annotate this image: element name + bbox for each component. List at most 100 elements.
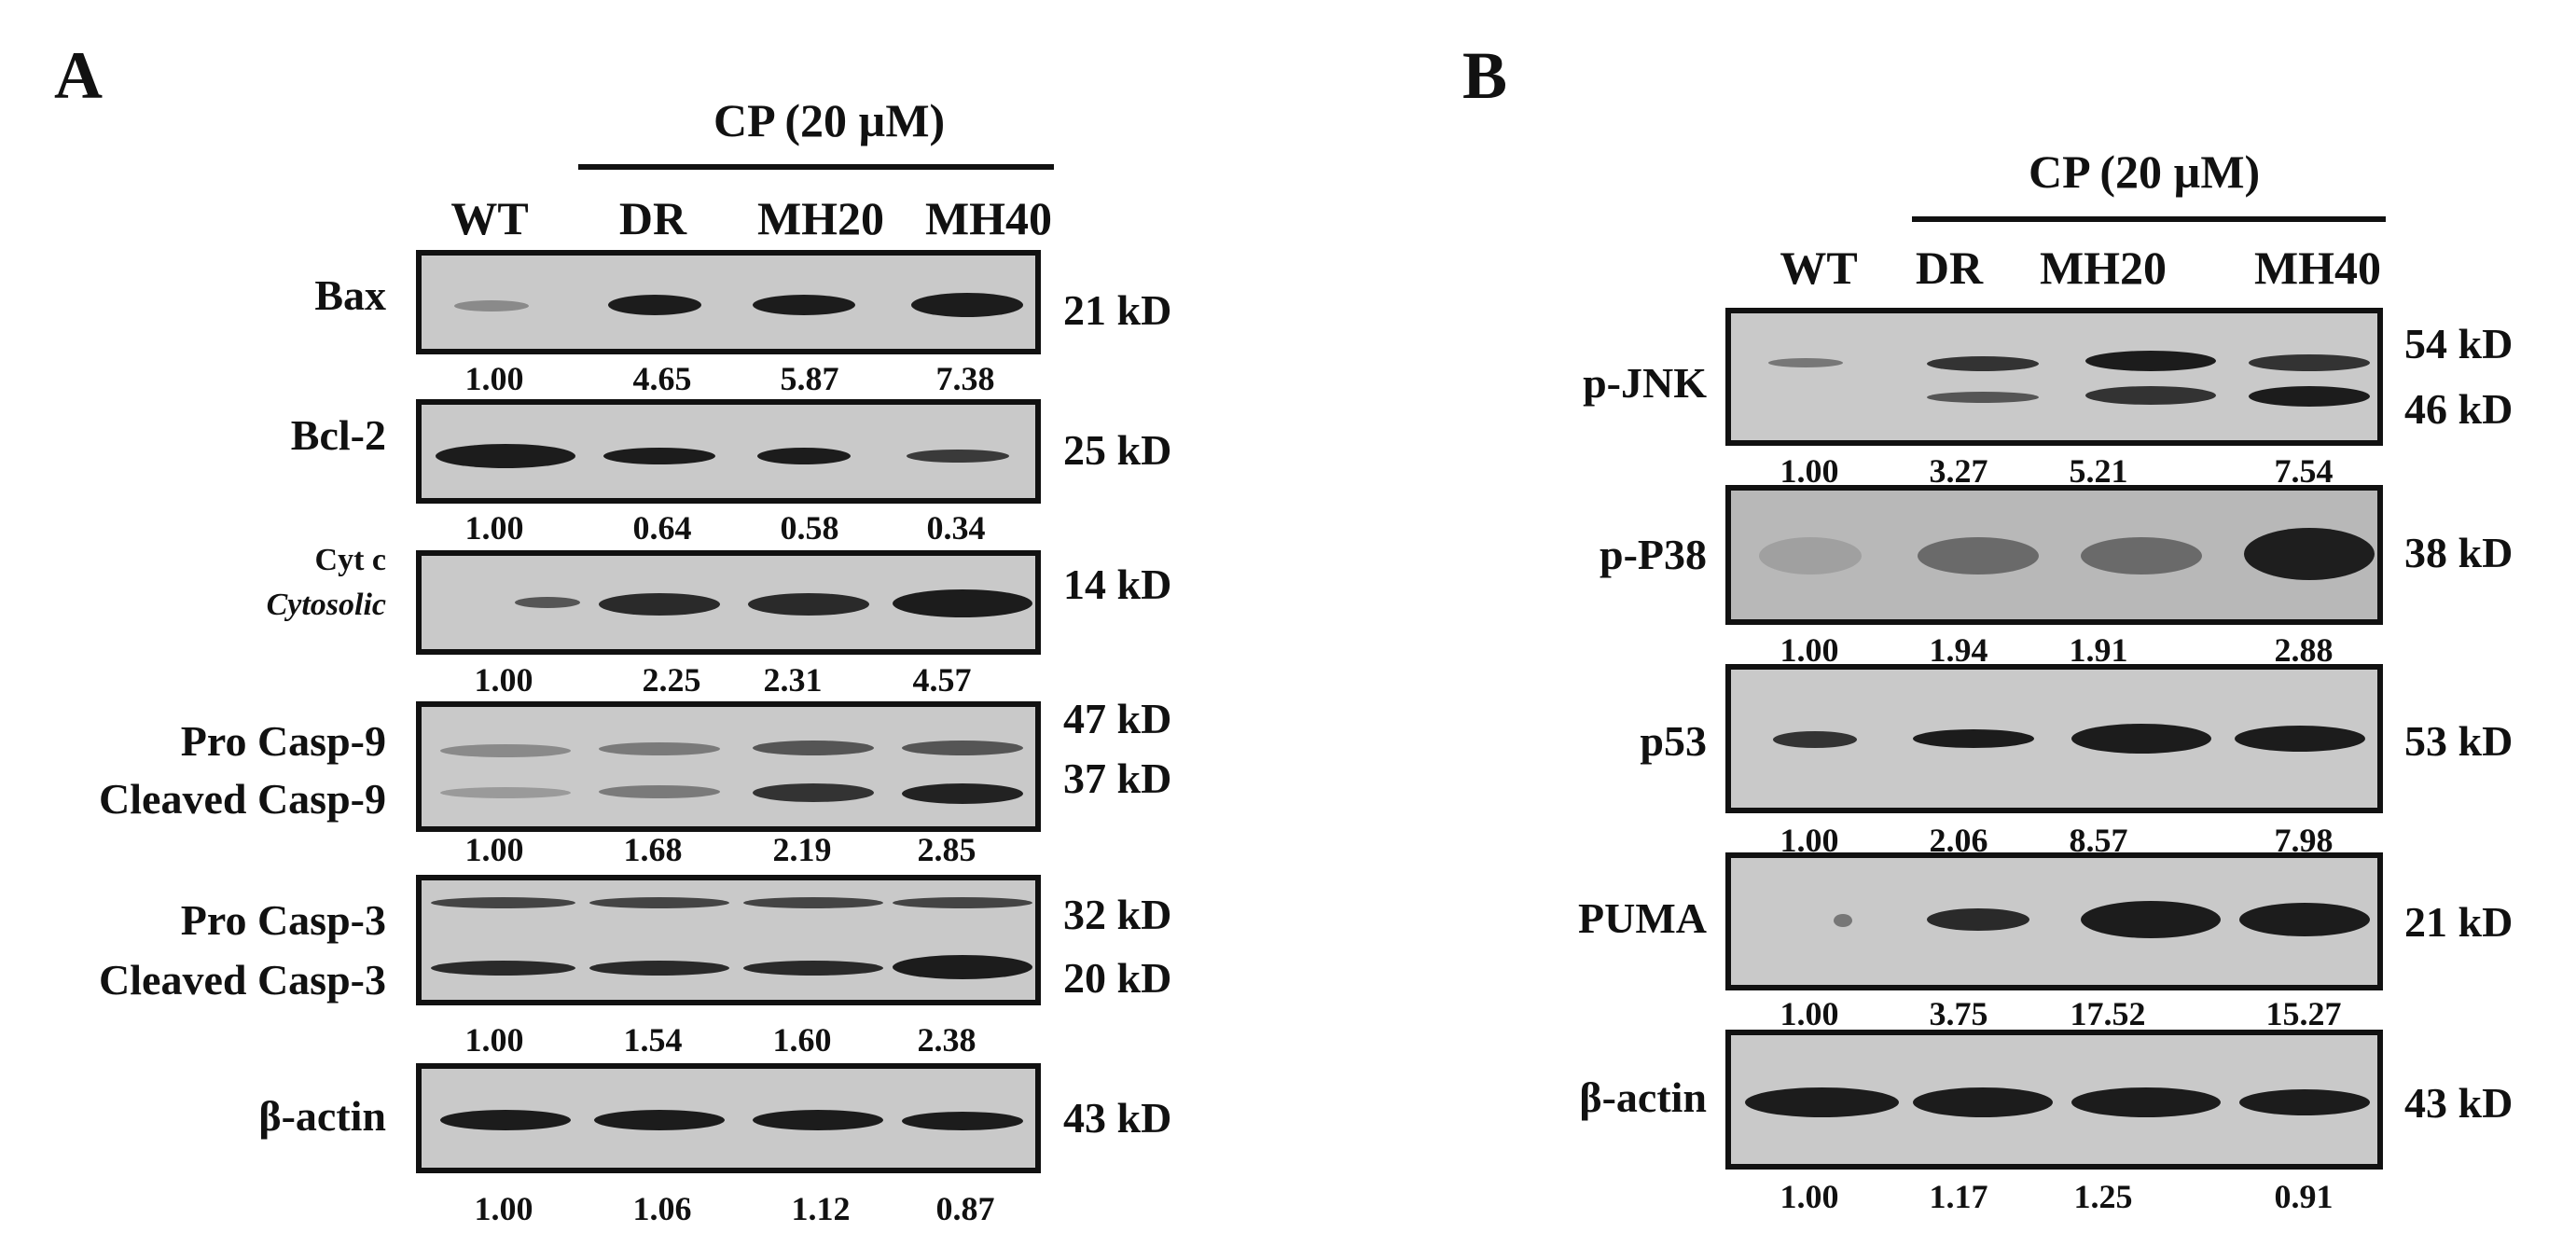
band	[599, 785, 720, 798]
panel-b-lane-mh20: MH20	[2039, 242, 2167, 294]
band	[893, 589, 1032, 617]
band	[902, 783, 1023, 804]
value: 0.34	[926, 509, 986, 547]
value: 1.00	[1780, 631, 1839, 669]
band	[753, 295, 855, 315]
band	[757, 448, 851, 464]
row-label-pp38: p-P38	[1600, 531, 1707, 578]
value: 1.00	[1780, 995, 1839, 1032]
value: 17.52	[2070, 995, 2146, 1032]
value: 0.87	[935, 1190, 995, 1227]
value: 1.00	[474, 1190, 533, 1227]
value: 1.06	[632, 1190, 692, 1227]
value: 1.00	[1780, 452, 1839, 490]
value: 1.00	[474, 661, 533, 699]
row-label-puma: PUMA	[1578, 894, 1707, 942]
panel-b-lane-dr: DR	[1915, 242, 1984, 294]
band	[436, 444, 575, 468]
value: 1.00	[464, 509, 524, 547]
band	[603, 448, 715, 464]
kd-label: 38 kD	[2404, 529, 2514, 576]
row-label-cleaved-casp3: Cleaved Casp-3	[99, 956, 386, 1004]
band	[748, 593, 869, 616]
value: 1.94	[1929, 631, 1988, 669]
value: 2.31	[763, 661, 823, 699]
band	[2071, 1087, 2221, 1117]
kd-label: 21 kD	[2404, 898, 2514, 946]
band	[599, 742, 720, 755]
band	[893, 897, 1032, 908]
band	[2249, 354, 2370, 371]
value: 1.91	[2069, 631, 2128, 669]
band	[2085, 386, 2216, 405]
row-label-pjnk: p-JNK	[1583, 359, 1707, 407]
blot-p53	[1725, 664, 2383, 813]
value: 1.25	[2073, 1178, 2133, 1215]
band	[743, 897, 883, 908]
band	[1745, 1087, 1899, 1117]
value: 2.88	[2274, 631, 2334, 669]
kd-label: 46 kD	[2404, 385, 2514, 433]
value: 1.54	[623, 1021, 683, 1059]
band	[1927, 392, 2039, 403]
band	[1834, 914, 1852, 927]
kd-label: 54 kD	[2404, 320, 2514, 367]
kd-label: 37 kD	[1063, 755, 1172, 802]
band	[431, 897, 575, 908]
row-label-beta-actin-b: β-actin	[1579, 1073, 1707, 1121]
band	[1773, 731, 1857, 748]
blot-beta-actin-b	[1725, 1030, 2383, 1170]
band	[454, 300, 529, 312]
kd-label: 32 kD	[1063, 891, 1172, 938]
value: 7.54	[2274, 452, 2334, 490]
panel-a-treatment-bracket	[578, 164, 1054, 170]
value: 5.87	[780, 360, 839, 397]
value: 0.91	[2274, 1178, 2334, 1215]
kd-label: 47 kD	[1063, 695, 1172, 742]
panel-a-lane-mh40: MH40	[924, 192, 1053, 244]
kd-label: 14 kD	[1063, 561, 1172, 608]
panel-a-lane-mh20: MH20	[756, 192, 885, 244]
band	[2244, 528, 2375, 580]
kd-label: 20 kD	[1063, 954, 1172, 1002]
panel-b-lane-mh40: MH40	[2253, 242, 2382, 294]
band	[2249, 386, 2370, 407]
panel-b-treatment-bracket	[1912, 216, 2386, 222]
blot-casp9	[416, 701, 1041, 832]
value: 4.65	[632, 360, 692, 397]
value: 2.85	[917, 831, 976, 868]
band	[907, 450, 1009, 463]
band	[753, 741, 874, 755]
row-label-bax: Bax	[314, 271, 386, 319]
blot-puma	[1725, 852, 2383, 990]
value: 1.17	[1929, 1178, 1988, 1215]
band	[911, 293, 1023, 317]
band	[1918, 537, 2039, 575]
band	[589, 961, 729, 976]
band	[2081, 901, 2221, 938]
value: 4.57	[912, 661, 972, 699]
band	[2235, 726, 2365, 752]
band	[2071, 724, 2211, 754]
band	[440, 744, 571, 757]
band	[431, 961, 575, 976]
band	[2081, 537, 2202, 575]
kd-label: 25 kD	[1063, 426, 1172, 474]
band	[1768, 358, 1843, 367]
panel-a-treatment-label: CP (20 µM)	[713, 94, 946, 146]
value: 1.00	[464, 1021, 524, 1059]
value: 3.75	[1929, 995, 1988, 1032]
band	[2239, 903, 2370, 936]
blot-beta-actin-a	[416, 1063, 1041, 1173]
row-label-cytosolic: Cytosolic	[266, 588, 386, 622]
row-label-pro-casp9: Pro Casp-9	[180, 717, 386, 765]
blot-bax	[416, 250, 1041, 354]
panel-b-treatment-label: CP (20 µM)	[2029, 145, 2261, 198]
band	[2085, 351, 2216, 371]
kd-label: 43 kD	[1063, 1094, 1172, 1142]
band	[440, 1110, 571, 1130]
value: 2.25	[642, 661, 701, 699]
value: 1.68	[623, 831, 683, 868]
value: 7.38	[935, 360, 995, 397]
value: 0.58	[780, 509, 839, 547]
